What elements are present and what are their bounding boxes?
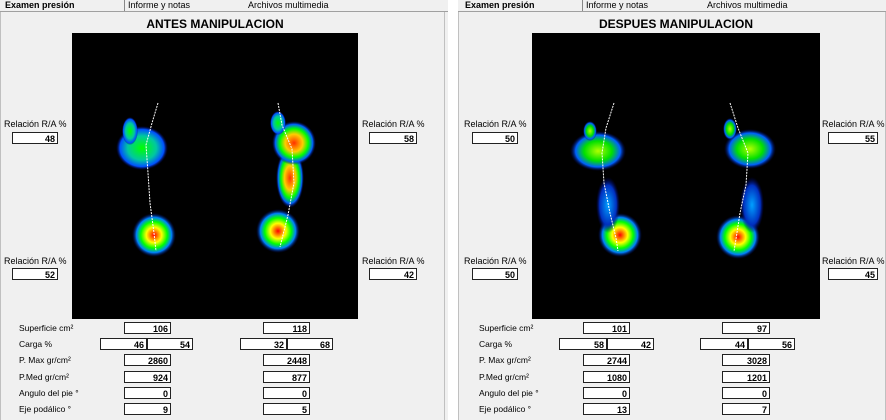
ra-value-top-left: 48 <box>12 132 58 144</box>
carga-left-1: 58 <box>559 338 607 350</box>
tab-underline <box>0 11 448 12</box>
angulo-right: 0 <box>722 387 770 399</box>
angulo-label: Angulo del pie ° <box>19 388 79 398</box>
pmed-label: P.Med gr/cm² <box>479 372 529 382</box>
ra-value-bottom-right: 42 <box>369 268 417 280</box>
panel-despues: Examen presión Informe y notas Archivos … <box>458 0 886 420</box>
page-title: ANTES MANIPULACION <box>146 17 284 31</box>
cop-line-right <box>277 102 295 248</box>
heel-left <box>132 213 176 257</box>
pressure-map <box>532 33 820 319</box>
ra-label-bottom-right: Relación R/A % <box>822 256 885 266</box>
pmed-left: 924 <box>124 371 171 383</box>
toe-right <box>270 111 286 135</box>
tab-examen-presion[interactable]: Examen presión <box>465 0 535 10</box>
ra-value-top-left: 50 <box>472 132 518 144</box>
cop-line-left <box>145 102 159 252</box>
ra-label-top-right: Relación R/A % <box>362 119 425 129</box>
pmax-label: P. Max gr/cm² <box>19 355 71 365</box>
toe-right <box>723 118 737 140</box>
ra-label-top-left: Relación R/A % <box>4 119 67 129</box>
superficie-label: Superficie cm² <box>19 323 74 333</box>
tab-archivos-multimedia[interactable]: Archivos multimedia <box>248 0 329 10</box>
superficie-right: 118 <box>263 322 310 334</box>
tab-informe-notas[interactable]: Informe y notas <box>124 0 193 12</box>
pmax-left: 2860 <box>124 354 171 366</box>
tab-bar: Examen presión Informe y notas Archivos … <box>458 0 886 12</box>
carga-label: Carga % <box>19 339 53 349</box>
pmed-right: 1201 <box>722 371 770 383</box>
ra-value-bottom-right: 45 <box>828 268 878 280</box>
eje-label: Eje podálico ° <box>479 404 532 414</box>
forefoot-right <box>724 129 776 169</box>
angulo-right: 0 <box>263 387 310 399</box>
superficie-label: Superficie cm² <box>479 323 534 333</box>
pmax-right: 3028 <box>722 354 770 366</box>
pmax-label: P. Max gr/cm² <box>479 355 531 365</box>
panel-divider <box>448 0 458 420</box>
eje-left: 13 <box>583 403 630 415</box>
cop-line-right <box>729 102 749 252</box>
forefoot-left <box>570 131 626 171</box>
midfoot-right <box>740 177 764 233</box>
pmax-left: 2744 <box>583 354 630 366</box>
tab-archivos-multimedia[interactable]: Archivos multimedia <box>707 0 788 10</box>
ra-label-bottom-left: Relación R/A % <box>4 256 67 266</box>
eje-right: 7 <box>722 403 770 415</box>
carga-label: Carga % <box>479 339 513 349</box>
pmed-right: 877 <box>263 371 310 383</box>
pmed-label: P.Med gr/cm² <box>19 372 69 382</box>
ra-value-top-right: 55 <box>828 132 878 144</box>
ra-label-bottom-left: Relación R/A % <box>464 256 527 266</box>
toe-left <box>583 121 597 141</box>
ra-value-bottom-left: 52 <box>12 268 58 280</box>
angulo-label: Angulo del pie ° <box>479 388 539 398</box>
eje-label: Eje podálico ° <box>19 404 72 414</box>
pmed-left: 1080 <box>583 371 630 383</box>
carga-right-1: 32 <box>240 338 287 350</box>
eje-left: 9 <box>124 403 171 415</box>
angulo-left: 0 <box>124 387 171 399</box>
ra-label-top-right: Relación R/A % <box>822 119 885 129</box>
panel-antes: Examen presión Informe y notas Archivos … <box>0 0 448 420</box>
ra-label-top-left: Relación R/A % <box>464 119 527 129</box>
ra-value-top-right: 58 <box>369 132 417 144</box>
toe-left <box>122 117 138 145</box>
carga-left-1: 46 <box>100 338 147 350</box>
superficie-left: 106 <box>124 322 171 334</box>
tab-examen-presion[interactable]: Examen presión <box>5 0 75 10</box>
pressure-map <box>72 33 358 319</box>
eje-right: 5 <box>263 403 310 415</box>
carga-left-2: 54 <box>147 338 193 350</box>
angulo-left: 0 <box>583 387 630 399</box>
carga-right-1: 44 <box>700 338 748 350</box>
panel-frame <box>0 12 445 420</box>
carga-right-2: 68 <box>287 338 333 350</box>
superficie-right: 97 <box>722 322 770 334</box>
tab-underline <box>458 11 886 12</box>
carga-left-2: 42 <box>607 338 654 350</box>
ra-label-bottom-right: Relación R/A % <box>362 256 425 266</box>
cop-line-left <box>601 102 619 252</box>
superficie-left: 101 <box>583 322 630 334</box>
page-title: DESPUES MANIPULACION <box>598 17 753 31</box>
tab-bar: Examen presión Informe y notas Archivos … <box>0 0 448 12</box>
carga-right-2: 56 <box>748 338 795 350</box>
ra-value-bottom-left: 50 <box>472 268 518 280</box>
tab-informe-notas[interactable]: Informe y notas <box>582 0 651 12</box>
pmax-right: 2448 <box>263 354 310 366</box>
heel-right <box>256 209 300 253</box>
